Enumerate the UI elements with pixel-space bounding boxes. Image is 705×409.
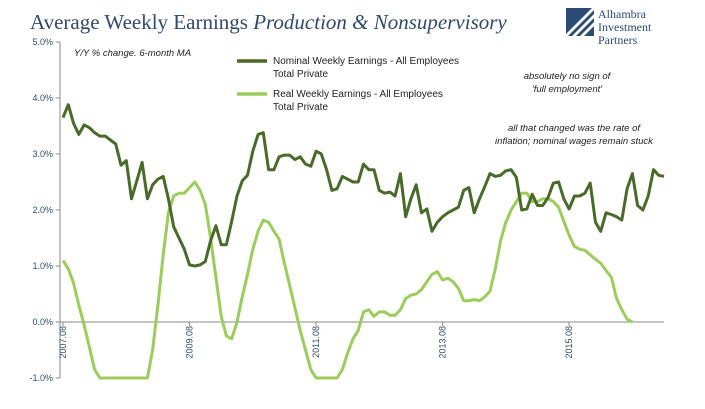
legend-label-real-line2: Total Private	[273, 102, 328, 113]
legend: Nominal Weekly Earnings - All Employees …	[237, 56, 462, 113]
series-line-real-weekly-earnings	[61, 180, 634, 380]
x-tick-label: 2009.08	[185, 326, 195, 359]
annotation-inflation-line2: inflation; nominal wages remain stuck	[495, 136, 654, 147]
annotation-full-employment-line2: 'full employment'	[532, 84, 603, 95]
x-tick-label: 2007.08	[58, 326, 68, 359]
annotation-inflation-line1: all that changed was the rate of	[508, 123, 641, 134]
logo-text-line1: Alhambra	[598, 7, 647, 21]
series-line-nominal-weekly-earnings	[61, 103, 665, 268]
logo-mark-stripe-1	[566, 8, 594, 36]
logo-mark-stripe-2	[572, 14, 594, 36]
chart-title-italic: Production & Nonsupervisory	[252, 10, 507, 34]
logo-mark-stripe-3	[580, 22, 594, 36]
y-tick-label: 0.0%	[32, 317, 53, 327]
chart-title-main: Average Weekly Earnings	[30, 10, 253, 34]
company-logo: Alhambra Investment Partners	[566, 7, 652, 47]
y-tick-label: -1.0%	[29, 373, 53, 383]
chart-title: Average Weekly Earnings Production & Non…	[30, 10, 507, 34]
x-tick-label: 2011.08	[311, 326, 321, 358]
annotation-full-employment-line1: absolutely no sign of	[524, 71, 612, 82]
y-tick-label: 4.0%	[32, 93, 53, 103]
logo-text-line2: Investment	[598, 20, 652, 34]
x-tick-label: 2015.08	[564, 326, 574, 359]
x-tick-label: 2013.08	[438, 326, 448, 359]
y-tick-label: 1.0%	[32, 261, 53, 271]
legend-label-nominal-line1: Nominal Weekly Earnings - All Employees	[273, 56, 459, 67]
legend-label-real: Real Weekly Earnings - All Employees Tot…	[273, 89, 446, 113]
legend-label-real-line1: Real Weekly Earnings - All Employees	[273, 89, 443, 100]
legend-label-nominal-line2: Total Private	[273, 69, 328, 80]
x-axis-ticks: 2007.08 2009.08 2011.08 2013.08 2015.08	[58, 322, 574, 359]
y-axis-ticks: 5.0% 4.0% 3.0% 2.0% 1.0% 0.0% -1.0%	[29, 37, 60, 383]
logo-text-line3: Partners	[598, 33, 638, 47]
y-tick-label: 2.0%	[32, 205, 53, 215]
legend-label-nominal: Nominal Weekly Earnings - All Employees …	[273, 56, 462, 80]
y-tick-label: 3.0%	[32, 149, 53, 159]
y-tick-label: 5.0%	[32, 37, 53, 47]
chart-subtitle: Y/Y % change. 6-month MA	[74, 48, 191, 59]
